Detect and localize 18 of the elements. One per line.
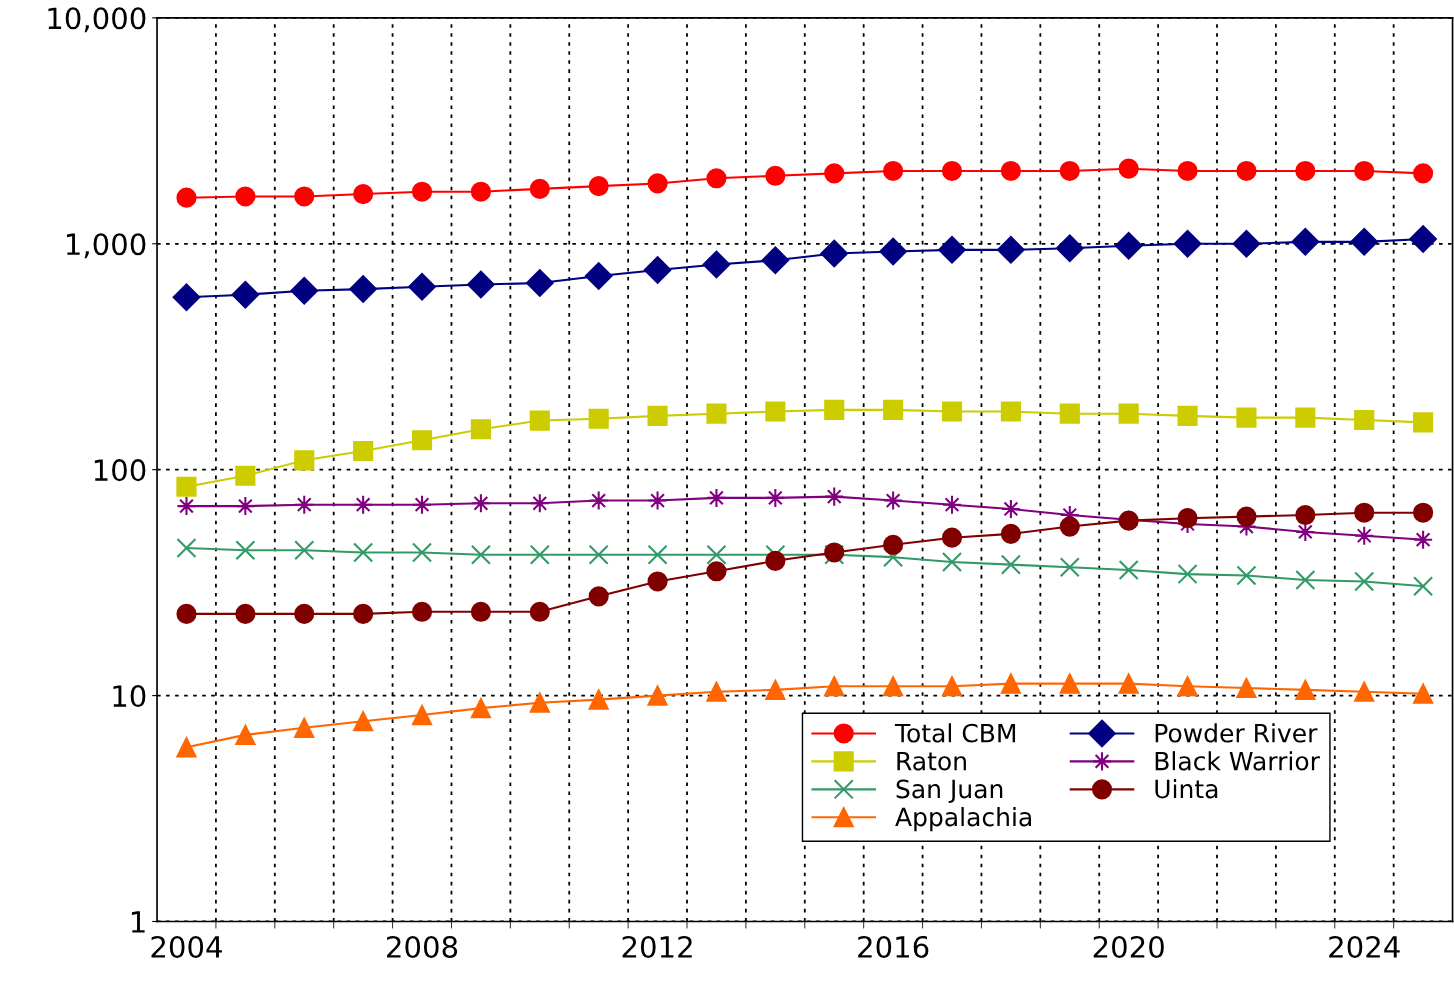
x-tick-label: 2008 bbox=[387, 935, 458, 958]
x-tick-label: 2020 bbox=[1093, 935, 1164, 958]
y-tick-label: 100 bbox=[94, 459, 146, 482]
legend-label: Powder River bbox=[1155, 723, 1318, 743]
y-tick-label: 1 bbox=[131, 911, 145, 933]
legend-label: San Juan bbox=[896, 779, 1003, 804]
legend-label: Raton bbox=[897, 751, 966, 771]
y-tick-label: 10,000 bbox=[48, 7, 146, 33]
x-tick-label: 2024 bbox=[1329, 935, 1400, 958]
x-tick-label: 2016 bbox=[858, 935, 929, 958]
legend-label: Total CBM bbox=[894, 723, 1016, 743]
legend-label: Appalachia bbox=[895, 807, 1031, 832]
x-tick-label: 2012 bbox=[622, 935, 692, 958]
legend-label: Uinta bbox=[1155, 779, 1218, 799]
y-tick-label: 1,000 bbox=[67, 233, 146, 259]
y-tick-label: 10 bbox=[113, 685, 146, 708]
legend-label: Black Warrior bbox=[1155, 751, 1320, 771]
x-tick-label: 2004 bbox=[151, 935, 222, 958]
